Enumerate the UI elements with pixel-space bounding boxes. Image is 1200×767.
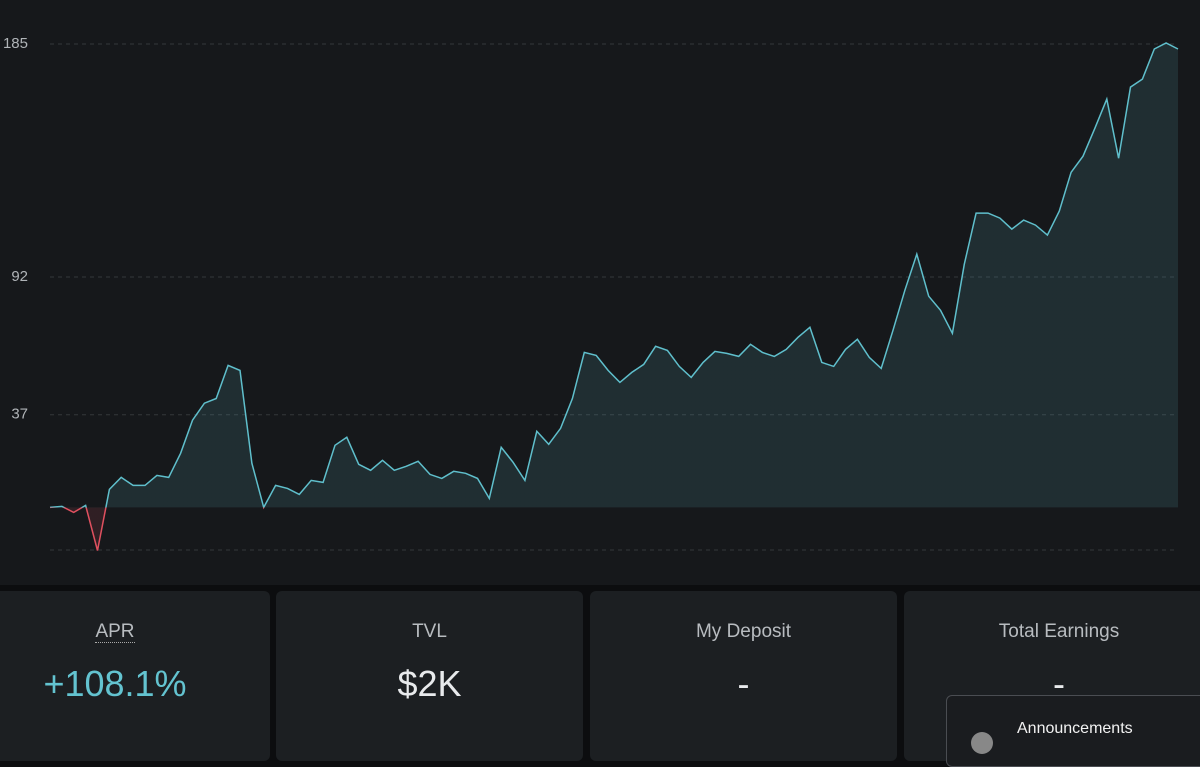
card-value: $2K	[397, 663, 462, 704]
area	[50, 43, 1178, 551]
line	[49, 42, 1179, 551]
card-value: +108.1%	[43, 663, 187, 704]
announcements-title: Announcements	[1017, 720, 1133, 737]
card-label: TVL	[412, 621, 447, 642]
card-label: My Deposit	[695, 621, 792, 642]
y-tick-label: 185	[3, 35, 28, 52]
apr-card: APR +108.1%	[0, 591, 270, 761]
card-label: APR	[0, 621, 270, 643]
announcements-panel[interactable]: Announcements	[946, 695, 1200, 767]
card-value: -	[737, 663, 750, 704]
apr-label[interactable]: APR	[95, 621, 135, 643]
announcements-icon	[971, 732, 993, 754]
card-label: Total Earnings	[998, 621, 1120, 642]
card-value: -	[1053, 663, 1065, 704]
tvl-card: TVL $2K	[276, 591, 583, 761]
chart: 185 92 37	[0, 0, 1200, 585]
deposit-card: My Deposit -	[590, 591, 897, 761]
y-tick-label: 37	[11, 406, 28, 423]
y-tick-label: 92	[11, 268, 28, 285]
